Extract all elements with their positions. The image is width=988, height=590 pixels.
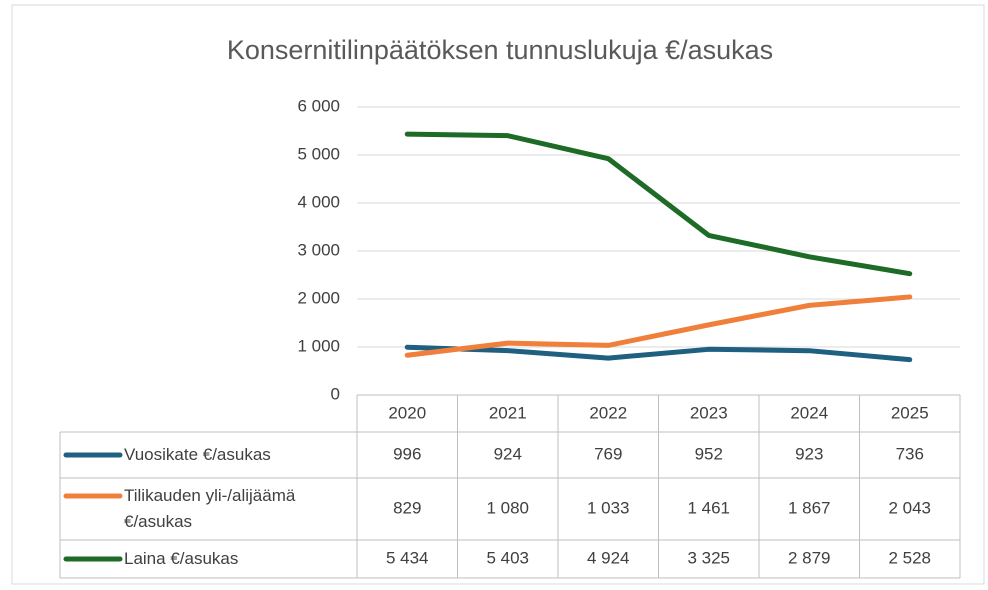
y-tick-label: 1 000 — [297, 336, 340, 355]
table-value: 2 879 — [788, 548, 831, 567]
table-value: 923 — [795, 444, 823, 463]
y-tick-label: 6 000 — [297, 96, 340, 115]
y-tick-label: 5 000 — [297, 144, 340, 163]
table-value: 1 080 — [486, 498, 529, 517]
table-value: 769 — [594, 444, 622, 463]
x-tick-label: 2024 — [790, 403, 828, 422]
series-line — [404, 294, 913, 358]
x-tick-label: 2021 — [489, 403, 527, 422]
x-tick-label: 2022 — [589, 403, 627, 422]
table-value: 996 — [393, 444, 421, 463]
series-name-text: Vuosikate €/asukas — [124, 445, 271, 464]
x-tick-label: 2025 — [891, 403, 929, 422]
chart-title: Konsernitilinpäätöksen tunnuslukuja €/as… — [227, 35, 773, 65]
x-tick-label: 2020 — [388, 403, 426, 422]
x-tick-label: 2023 — [690, 403, 728, 422]
table-value: 2 043 — [888, 498, 931, 517]
chart-border — [11, 4, 985, 585]
series-name: Vuosikate €/asukas — [124, 432, 354, 478]
table-value: 5 434 — [386, 548, 429, 567]
table-value: 736 — [896, 444, 924, 463]
table-value: 1 033 — [587, 498, 630, 517]
series-name-text: Laina €/asukas — [124, 549, 239, 568]
table-value: 952 — [695, 444, 723, 463]
table-value: 1 461 — [687, 498, 730, 517]
table-value: 5 403 — [486, 548, 529, 567]
table-value: 924 — [494, 444, 522, 463]
table-value: 3 325 — [687, 548, 730, 567]
series-name-text: Tilikauden yli-/alijäämä €/asukas — [124, 486, 296, 531]
series-name: Laina €/asukas — [124, 540, 354, 578]
table-value: 4 924 — [587, 548, 630, 567]
y-tick-label: 0 — [331, 384, 340, 403]
table-value: 2 528 — [888, 548, 931, 567]
series-line — [404, 344, 913, 363]
series-name: Tilikauden yli-/alijäämä €/asukas — [124, 478, 354, 540]
series-line — [404, 131, 913, 277]
table-value: 829 — [393, 498, 421, 517]
y-tick-label: 2 000 — [297, 288, 340, 307]
y-tick-label: 3 000 — [297, 240, 340, 259]
y-tick-label: 4 000 — [297, 192, 340, 211]
table-value: 1 867 — [788, 498, 831, 517]
